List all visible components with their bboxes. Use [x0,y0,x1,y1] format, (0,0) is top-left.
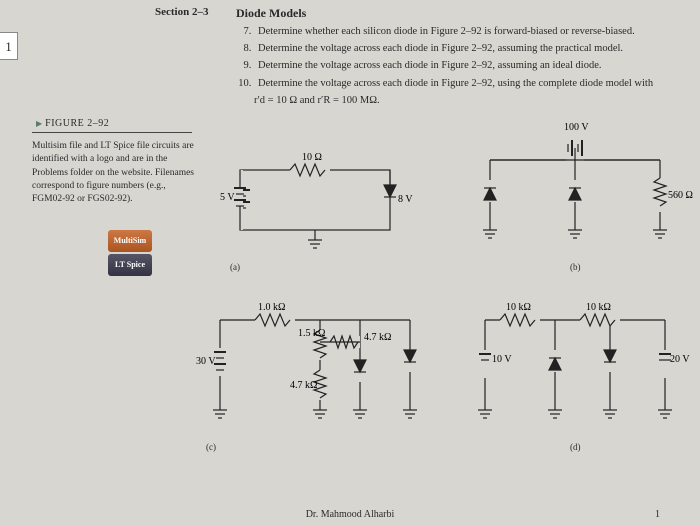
circuit-c-r4: 4.7 kΩ [290,380,317,391]
figure-caption: Multisim file and LT Spice file circuits… [32,140,196,206]
software-badges: MultiSim LT Spice [108,230,152,278]
section-title: Diode Models [236,6,306,21]
circuit-d-r2: 10 kΩ [586,302,611,313]
problem-7: Determine whether each silicon diode in … [254,24,696,39]
circuit-c-label: (c) [206,442,440,452]
circuit-a-v2: 8 V [398,194,413,205]
circuit-a: 5 V 10 Ω 8 V (a) [220,150,420,272]
section-header: Section 2–3 [155,6,208,18]
circuit-d-label: (d) [570,442,680,452]
circuit-c-r2: 1.5 kΩ [298,328,325,339]
circuit-a-r: 10 Ω [302,152,322,163]
page-number-left: 1 [0,32,18,60]
figure-divider [32,132,192,133]
multisim-badge: MultiSim [108,230,152,252]
circuit-b: 100 V 560 Ω (b) [470,130,680,272]
circuit-c-r1: 1.0 kΩ [258,302,285,313]
circuit-b-r: 560 Ω [668,190,693,201]
circuit-c-r3: 4.7 kΩ [364,332,391,343]
problem-9: Determine the voltage across each diode … [254,58,696,73]
problem-10-params: r′d = 10 Ω and r′R = 100 MΩ. [254,93,696,108]
circuit-a-vsrc: 5 V [220,192,235,203]
circuit-c-vsrc: 30 V [196,356,216,367]
circuit-a-label: (a) [230,262,420,272]
problems-list: Determine whether each silicon diode in … [236,24,696,108]
footer-page: 1 [655,509,660,520]
circuit-d-v1: 10 V [492,354,512,365]
circuit-c: 30 V 1.0 kΩ 1.5 kΩ 4.7 kΩ 4.7 kΩ (c) [200,300,440,452]
figure-label: FIGURE 2–92 [36,118,109,129]
circuit-d-r1: 10 kΩ [506,302,531,313]
problem-10: Determine the voltage across each diode … [254,76,696,91]
circuit-b-label: (b) [570,262,680,272]
ltspice-badge: LT Spice [108,254,152,276]
circuit-d-v2: 20 V [670,354,690,365]
circuit-d: 10 kΩ 10 kΩ 10 V 20 V (d) [470,300,680,452]
footer-author: Dr. Mahmood Alharbi [0,509,700,520]
circuit-b-vsrc: 100 V [564,122,589,133]
problem-8: Determine the voltage across each diode … [254,41,696,56]
